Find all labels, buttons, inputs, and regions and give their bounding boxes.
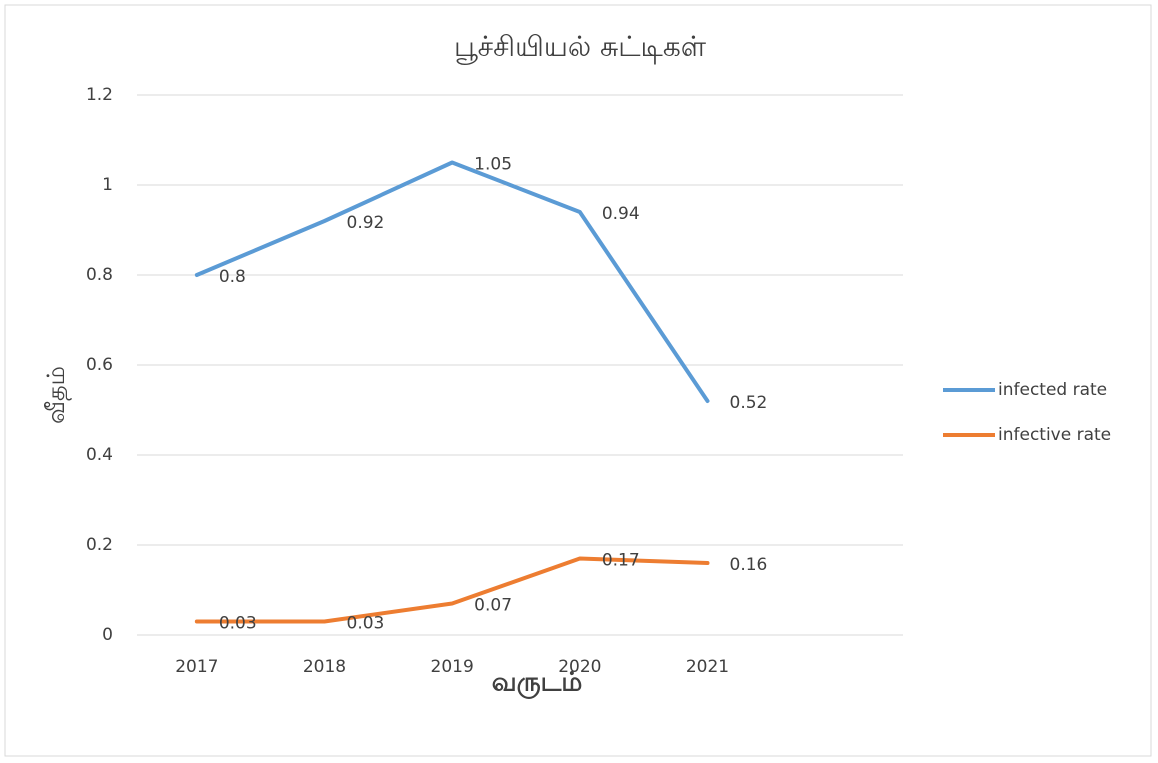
x-tick-label: 2018	[303, 657, 346, 677]
legend-label: infective rate	[998, 425, 1111, 445]
data-label: 0.94	[602, 204, 640, 224]
y-axis-label: வீதம்	[42, 366, 72, 424]
data-label: 0.07	[474, 596, 512, 616]
data-label: 0.52	[730, 393, 768, 413]
x-tick-label: 2021	[686, 657, 729, 677]
data-label: 1.05	[474, 155, 512, 175]
y-tick-label: 0.2	[86, 535, 113, 555]
data-label: 0.16	[730, 555, 768, 575]
series-line	[194, 160, 710, 403]
legend-label: infected rate	[998, 380, 1107, 400]
data-label: 0.92	[347, 213, 385, 233]
y-tick-label: 0.6	[86, 355, 113, 375]
data-label: 0.03	[219, 614, 257, 634]
x-tick-label: 2019	[431, 657, 474, 677]
series-line	[194, 556, 710, 624]
data-label: 0.8	[219, 267, 246, 287]
chart-border	[4, 4, 1152, 757]
x-axis-label: வருடம்	[492, 668, 583, 700]
y-tick-label: 1.2	[86, 85, 113, 105]
x-tick-label: 2017	[175, 657, 218, 677]
y-tick-label: 1	[102, 175, 113, 195]
chart-title: பூச்சியியல் சுட்டிகள்	[454, 30, 707, 65]
x-tick-label: 2020	[558, 657, 601, 677]
y-tick-label: 0.4	[86, 445, 113, 465]
data-label: 0.17	[602, 551, 640, 571]
y-tick-label: 0	[102, 625, 113, 645]
data-label: 0.03	[347, 614, 385, 634]
y-tick-label: 0.8	[86, 265, 113, 285]
